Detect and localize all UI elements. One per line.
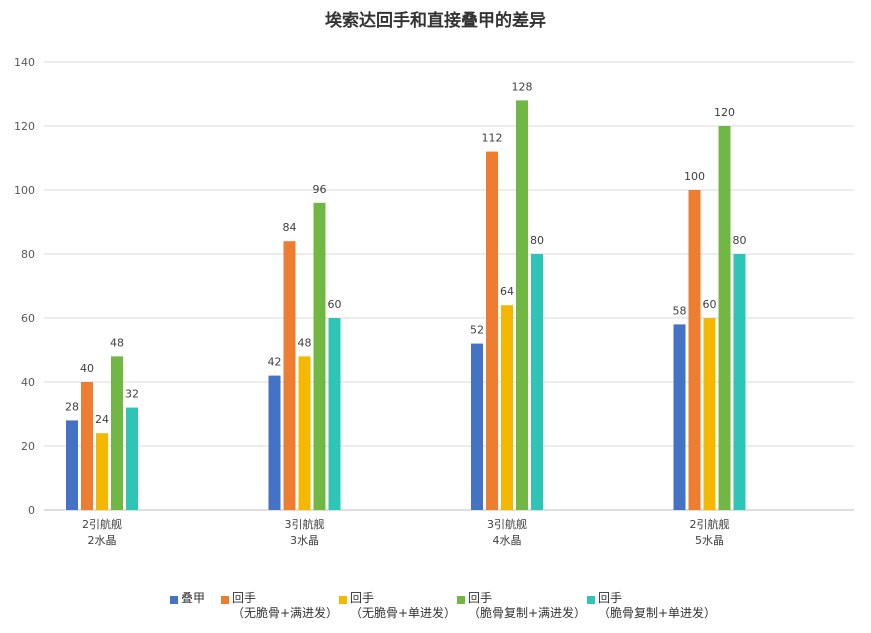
- x-tick-label: 3引航舰: [487, 517, 527, 531]
- x-tick-label: 3水晶: [290, 534, 319, 547]
- bar: [471, 343, 483, 510]
- legend-item: 回手 （无脆骨+单进发）: [339, 591, 456, 621]
- bar: [268, 375, 281, 510]
- data-label: 28: [65, 400, 79, 413]
- y-tick-label: 120: [14, 120, 35, 133]
- data-label: 64: [500, 285, 514, 298]
- data-label: 60: [703, 298, 717, 311]
- y-tick-label: 40: [21, 376, 35, 389]
- bar: [531, 254, 543, 510]
- chart-legend: 叠甲 回手 （无脆骨+满进发） 回手 （无脆骨+单进发） 回手 （脆骨复制+满进发） 回…: [170, 591, 860, 631]
- legend-label: 回手 （无脆骨+单进发）: [350, 591, 457, 620]
- data-label: 80: [733, 234, 747, 247]
- x-tick-label: 2引航舰: [82, 517, 122, 531]
- data-label: 80: [530, 234, 544, 247]
- data-label: 112: [482, 132, 503, 145]
- data-label: 48: [110, 336, 124, 349]
- data-label: 24: [95, 413, 109, 426]
- bar: [81, 382, 93, 510]
- y-tick-label: 140: [14, 56, 35, 69]
- legend-swatch: [457, 596, 465, 604]
- legend-swatch: [339, 596, 347, 604]
- legend-label: 回手 （脆骨复制+单进发）: [598, 591, 717, 620]
- bar: [703, 318, 716, 510]
- y-tick-label: 0: [28, 504, 35, 517]
- y-tick-label: 100: [14, 184, 35, 197]
- data-label: 58: [673, 304, 687, 317]
- data-label: 128: [512, 80, 533, 93]
- y-tick-label: 20: [21, 440, 35, 453]
- data-label: 32: [125, 388, 139, 401]
- bar: [126, 407, 138, 510]
- legend-swatch: [221, 596, 229, 604]
- bar: [516, 100, 528, 511]
- legend-swatch: [587, 596, 595, 604]
- data-label: 120: [714, 106, 735, 119]
- bar: [313, 202, 326, 511]
- data-label: 96: [313, 183, 327, 196]
- legend-swatch: [170, 596, 178, 604]
- bar: [688, 190, 701, 510]
- x-tick-label: 2水晶: [88, 534, 117, 547]
- data-label: 40: [80, 362, 94, 375]
- x-tick-label: 4水晶: [493, 534, 522, 547]
- legend-label: 回手 （脆骨复制+满进发）: [468, 591, 587, 620]
- legend-item: 回手 （脆骨复制+满进发）: [457, 591, 586, 621]
- bar: [328, 318, 341, 510]
- data-label: 42: [268, 356, 282, 369]
- bar: [111, 356, 123, 510]
- bar: [486, 151, 498, 510]
- x-tick-label: 5水晶: [695, 534, 724, 547]
- bar: [96, 433, 108, 510]
- chart-title: 埃索达回手和直接叠甲的差异: [325, 11, 546, 31]
- bar: [718, 126, 731, 510]
- legend-item: 回手 （无脆骨+满进发）: [221, 591, 338, 621]
- bar: [733, 254, 746, 510]
- x-tick-label: 2引航舰: [690, 517, 730, 531]
- legend-item: 叠甲: [170, 591, 205, 606]
- y-tick-label: 80: [21, 248, 35, 261]
- data-label: 60: [328, 298, 342, 311]
- bar: [673, 324, 686, 510]
- data-label: 52: [470, 324, 484, 337]
- bar: [283, 241, 296, 510]
- legend-label: 叠甲: [181, 591, 206, 605]
- data-label: 84: [283, 221, 297, 234]
- legend-item: 回手 （脆骨复制+单进发）: [587, 591, 716, 621]
- legend-label: 回手 （无脆骨+满进发）: [232, 591, 339, 620]
- bar: [66, 420, 78, 510]
- y-tick-label: 60: [21, 312, 35, 325]
- bar: [501, 305, 513, 510]
- data-label: 100: [684, 170, 705, 183]
- bar: [298, 356, 311, 510]
- data-label: 48: [298, 336, 312, 349]
- x-tick-label: 3引航舰: [285, 517, 325, 531]
